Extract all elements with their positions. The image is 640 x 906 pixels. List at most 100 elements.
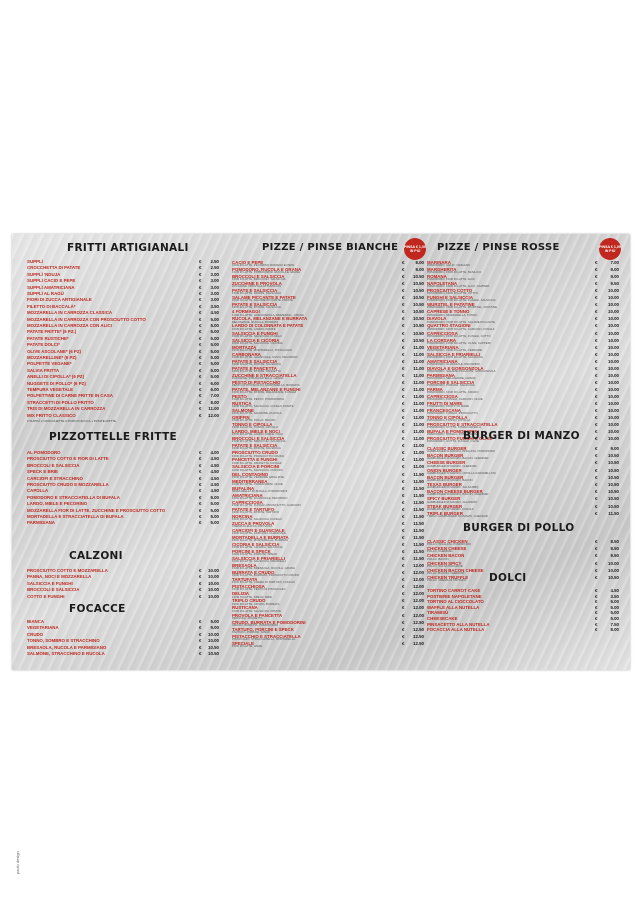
item-price: 10.00 bbox=[208, 593, 219, 599]
item-description: PROVOLA, PANCETTA bbox=[232, 615, 263, 620]
item-price: 12.00 bbox=[208, 412, 219, 418]
item-description: FIOR DI LATTE, SALSICCIA, FUNGHI bbox=[232, 333, 282, 338]
currency-symbol: € bbox=[199, 342, 202, 348]
item-description: FIOR DI LATTE, PATATE, PANCETTA bbox=[232, 368, 281, 373]
item-name: ONION BURGER bbox=[427, 467, 462, 473]
menu-item: SALVIA FRITTA €5.00 bbox=[27, 368, 222, 376]
item-description: POMODORO, COTTO, FUNGHI, OLIVE bbox=[427, 439, 479, 444]
item-description: POMODORO, SALAME PICCANTE, GORGONZOLA bbox=[427, 368, 496, 373]
currency-symbol: € bbox=[402, 401, 405, 406]
item-description: FIOR DI LATTE, PATATE, SALSICCIA bbox=[232, 446, 281, 451]
currency-symbol: € bbox=[595, 288, 598, 294]
item-price: 10.00 bbox=[608, 379, 619, 385]
item-description: FIOR DI LATTE, CICORIA, SALSICCIA bbox=[232, 545, 283, 550]
menu-item: PISTACCHIOSA FIOR DI LATTE, PESTO DI PIST… bbox=[232, 584, 427, 592]
menu-item: TRIPLE BURGER TRIPLO HAMBURGER DI MANZO, … bbox=[427, 511, 622, 519]
currency-symbol: € bbox=[402, 492, 405, 498]
menu-item: SALMONE, STRACCHINO E RUCOLA €10.50 bbox=[27, 651, 222, 659]
item-name: PANCETTA E FUNGHI bbox=[232, 457, 278, 463]
item-description: FIOR DI LATTE, PATATE, TARTUFO bbox=[232, 509, 280, 514]
item-price: 10.50 bbox=[608, 467, 619, 473]
item-price: 11.00 bbox=[413, 429, 424, 435]
item-price: 2.50 bbox=[210, 259, 219, 264]
currency-symbol: € bbox=[595, 539, 598, 544]
item-price: 9.50 bbox=[610, 281, 619, 287]
item-description: FIOR DI LATTE, GUANCIALE, UOVO, PECORINO bbox=[232, 354, 298, 359]
menu-item: POLPETTE VEGANE* €5.00 bbox=[27, 361, 222, 369]
item-description: POMODORO, BUFALA, POMODORINI bbox=[427, 432, 478, 437]
item-name: PORCINI E SALSICCIA bbox=[427, 379, 475, 385]
item-name: AL POMODORO bbox=[27, 450, 61, 455]
item-name: ZUCCA E PROVOLA bbox=[232, 520, 275, 526]
item-description: FIOR DI LATTE, SALMONE, RUCOLA bbox=[232, 411, 282, 416]
item-name: SALAME PICCANTE E PATATE bbox=[232, 295, 296, 301]
menu-item: POMODORO E STRACCIATELLA DI BUFALA €5.00 bbox=[27, 495, 222, 503]
item-price: 11.50 bbox=[413, 542, 424, 547]
currency-symbol: € bbox=[199, 580, 202, 586]
item-price: 10.00 bbox=[608, 337, 619, 343]
menu-item: PANNA, NOCI E MOZZARELLA €10.00 bbox=[27, 574, 222, 582]
item-description: POLLO, INSALATA, POMODORO bbox=[427, 542, 471, 547]
item-price: 10.00 bbox=[608, 316, 619, 322]
item-price: 10.50 bbox=[608, 482, 619, 487]
item-price: 11.50 bbox=[413, 499, 424, 505]
item-name: TONNO E CIPOLLA bbox=[232, 422, 273, 428]
item-price: 9.50 bbox=[610, 553, 619, 559]
menu-item: SUPPLÌ €2.50 bbox=[27, 259, 222, 267]
item-price: 4.50 bbox=[210, 462, 219, 468]
item-description: FIOR DI LATTE, PANCETTA, FUNGHI bbox=[232, 460, 282, 465]
item-name: BROCCOLI E SALSICCIA bbox=[232, 436, 285, 442]
item-name: CARCIOFI E GUANCIALE bbox=[232, 527, 285, 533]
item-price: 6.00 bbox=[210, 387, 219, 392]
currency-symbol: € bbox=[595, 379, 598, 385]
menu-item: TIRAMISÙ €5.00 bbox=[427, 610, 622, 618]
menu-item: BROCCOLI E SALSICCIA FIOR DI LATTE, BROCC… bbox=[232, 274, 427, 282]
currency-symbol: € bbox=[402, 570, 405, 576]
item-price: 7.50 bbox=[610, 621, 619, 627]
menu-item: VEGETARIANA POMODORO, FIOR DI LATTE, VERD… bbox=[427, 345, 622, 353]
menu-item: BROCCOLI E SALSICCIA €10.00 bbox=[27, 587, 222, 595]
menu-item: PROSCIUTTO FUNGHI E OLIVE POMODORO, COTTO… bbox=[427, 436, 622, 444]
item-name: TRIPLO CRUDO bbox=[232, 598, 266, 604]
menu-item: TARTUFO, PORCINI E SPECK TARTUFO, PORCINI… bbox=[232, 627, 427, 635]
currency-symbol: € bbox=[595, 281, 598, 287]
item-name: MOZZARELLA IN CARROZZA CON PROSCIUTTO CO… bbox=[27, 316, 146, 322]
item-price: 3.50 bbox=[610, 593, 619, 599]
item-price: 5.00 bbox=[210, 323, 219, 328]
currency-symbol: € bbox=[402, 450, 405, 456]
menu-item: LARDO, MIELE E NOCI FIOR DI LATTE, LARDO,… bbox=[232, 429, 427, 437]
item-description: HAMBURGER DI MANZO, SALSA BBQ bbox=[427, 485, 479, 490]
item-name: WURSTEL E PATATINE bbox=[427, 302, 475, 308]
item-description: FIOR DI LATTE, POLLO, BACON bbox=[232, 418, 276, 423]
item-name: PATATE E TARTUFO bbox=[232, 506, 275, 512]
item-price: 5.00 bbox=[210, 329, 219, 335]
item-price: 10.00 bbox=[208, 587, 219, 593]
menu-item: PATATE, MELANZANE E FUNGHI FIOR DI LATTE,… bbox=[232, 387, 427, 395]
item-name: RUSTICANA bbox=[232, 605, 258, 611]
currency-symbol: € bbox=[199, 651, 202, 656]
item-price: 10.50 bbox=[208, 644, 219, 650]
item-price: 5.00 bbox=[610, 599, 619, 605]
currency-symbol: € bbox=[595, 260, 598, 265]
menu-item: PROSCIUTTO COTTO POMODORO, FIOR DI LATTE,… bbox=[427, 288, 622, 296]
item-price: 10.50 bbox=[413, 323, 424, 329]
currency-symbol: € bbox=[199, 348, 202, 354]
menu-item: FIORI DI ZUCCA ARTIGIANALE €3.00 bbox=[27, 297, 222, 305]
item-price: 3.00 bbox=[210, 278, 219, 284]
item-price: 8.00 bbox=[415, 260, 424, 265]
currency-symbol: € bbox=[402, 260, 405, 265]
currency-symbol: € bbox=[402, 506, 405, 512]
item-price: 5.00 bbox=[210, 374, 219, 380]
currency-symbol: € bbox=[595, 372, 598, 378]
item-name: CLASSIC BURGER bbox=[427, 446, 467, 451]
item-name: ROMANA bbox=[427, 274, 447, 280]
menu-item: TONNO, SOMBRO E STRACCHINO €10.00 bbox=[27, 638, 222, 646]
menu-item: SPICY BURGER HAMBURGER DI MANZO, JALAPEÑO… bbox=[427, 496, 622, 504]
currency-symbol: € bbox=[402, 351, 405, 357]
menu-item: MOZZARELLA IN CARROZZA CON PROSCIUTTO CO… bbox=[27, 317, 222, 325]
item-description: PESTO DI PISTACCHIO, MORTADELLA, BURRATA bbox=[232, 383, 300, 388]
item-price: 8.00 bbox=[210, 399, 219, 405]
menu-item: CAPRICCIOSA FIOR DI LATTE, FUNGHI, PROSCI… bbox=[232, 500, 427, 508]
item-name: CARBONARA bbox=[232, 351, 261, 357]
currency-symbol: € bbox=[402, 337, 405, 343]
